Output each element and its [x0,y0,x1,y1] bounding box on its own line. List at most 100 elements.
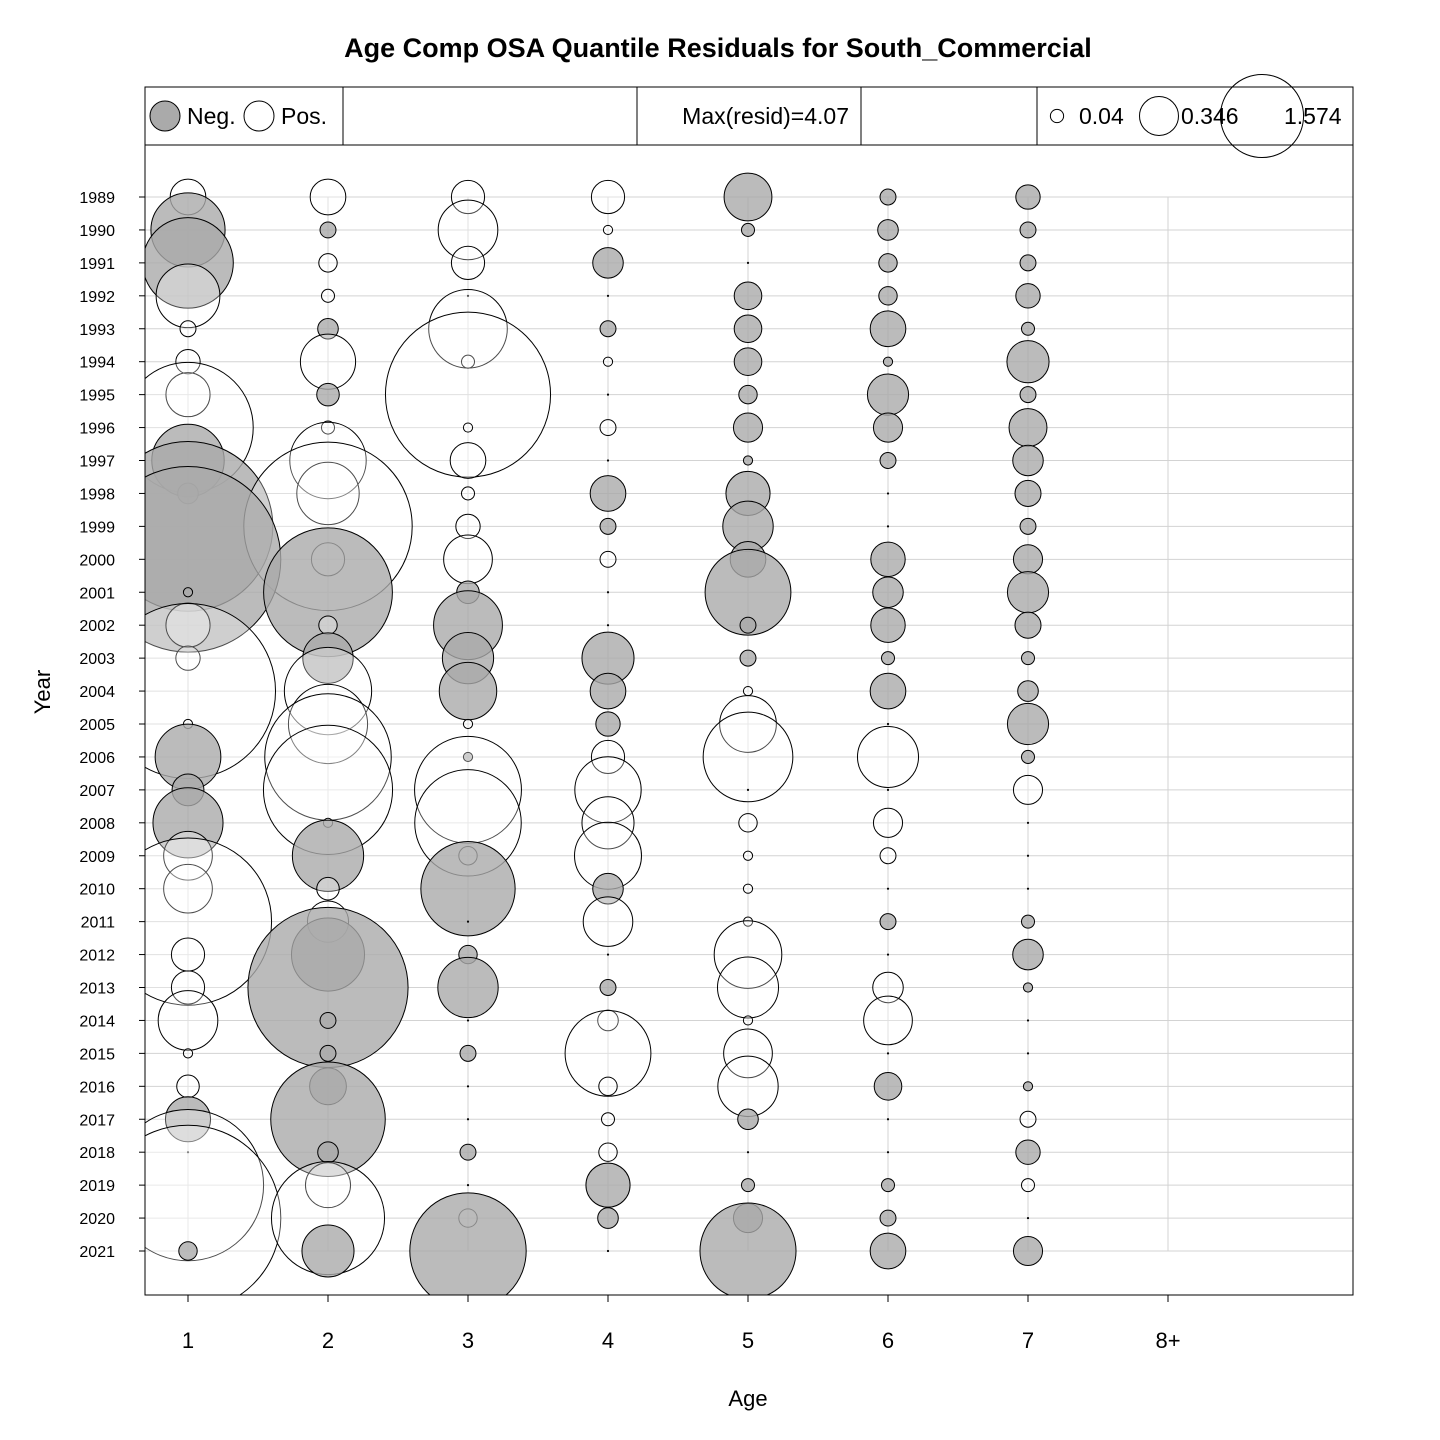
residual-bubble [1014,611,1042,639]
y-tick-label: 2015 [79,1046,115,1063]
residual-bubble [704,548,792,636]
residual-bubble [886,953,890,956]
residual-bubble [598,1142,618,1162]
residual-bubble [320,420,336,435]
residual-bubble [1015,283,1041,309]
residual-bubble [869,310,907,348]
legend-size-swatch [1139,96,1179,136]
residual-bubble [1008,408,1048,448]
residual-bubble [574,756,642,824]
residual-bubble [287,683,369,765]
y-tick-label: 2001 [79,585,115,602]
residual-bubble [462,718,474,730]
residual-bubble [882,356,894,367]
residual-bubble [319,1011,337,1029]
residual-bubble [318,615,338,635]
residual-bubble [302,632,354,684]
x-tick-label: 5 [742,1328,754,1353]
residual-bubble [606,624,610,627]
residual-bubble [291,819,365,892]
residual-bubble [1020,914,1036,929]
residual-bubble [466,1118,470,1121]
residual-bubble [599,550,617,568]
residual-bubble [606,294,610,297]
residual-bubble [742,1015,754,1026]
legend-size-swatch [1049,108,1065,124]
residual-bubble [869,1232,907,1270]
residual-bubble [164,1096,212,1143]
residual-bubble [746,261,750,264]
residual-bubble [742,916,754,927]
y-tick-label: 2017 [79,1112,115,1129]
chart-title: Age Comp OSA Quantile Residuals for Sout… [344,33,1092,63]
residual-bubble [466,1184,470,1187]
residual-bubble [462,422,474,433]
y-tick-label: 2007 [79,783,115,800]
residual-bubble [737,1108,759,1131]
y-tick-label: 2020 [79,1211,115,1228]
residual-bubble [289,421,367,500]
residual-bubble [702,711,794,803]
residual-bubble [886,1151,890,1154]
residual-bubble [1006,702,1050,746]
residual-bubble [879,188,897,206]
residual-bubble [460,354,476,369]
residual-bubble [320,288,336,303]
residual-bubble [316,876,340,901]
y-tick-label: 2004 [79,684,115,701]
residual-bubble [317,317,339,340]
residual-bubble [599,419,617,437]
residual-bubble [384,311,552,478]
residual-bubble [598,1076,618,1097]
residual-bubble [163,863,213,914]
residual-bubble [723,1028,773,1079]
residual-bubble [886,887,890,890]
legend: Neg. Pos. Max(resid)=4.07 0.04 0.346 1.574 [144,73,1354,159]
residual-bubble [597,1207,619,1229]
residual-bubble [437,956,499,1019]
residual-bubble [438,661,498,721]
residual-bubble [1014,479,1042,507]
residual-bubble [299,333,357,390]
residual-bubble [319,221,337,239]
residual-bubble [1026,1216,1030,1220]
residual-bubble [145,1109,265,1262]
residual-bubble [318,253,338,273]
y-tick-label: 2000 [79,552,115,569]
residual-bubble [879,452,897,469]
residual-bubble [880,651,896,666]
residual-bubble [165,372,211,418]
residual-bubble [740,222,756,237]
y-tick-label: 1992 [79,289,115,306]
residual-bubble [866,373,910,416]
residual-bubble [746,1151,750,1154]
residual-bubble [1015,184,1041,210]
residual-bubble [870,607,906,643]
residual-bubble [316,382,340,407]
residual-bubble [182,587,194,598]
residual-bubble [742,685,754,697]
x-axis-label: Age [728,1386,767,1411]
residual-bubble [178,1241,198,1261]
legend-size-swatch [1219,73,1305,159]
residual-bubble [886,788,890,791]
residual-bubble [1019,386,1037,404]
residual-bubble [582,896,634,947]
residual-bubble [1012,938,1044,971]
x-tick-label: 1 [182,1328,194,1353]
residual-bubble [466,920,470,923]
y-tick-label: 1997 [79,454,115,471]
residual-bubble [1012,444,1044,477]
residual-bubble [581,796,635,850]
residual-bubble [606,953,610,956]
residual-bubble [738,813,758,833]
legend-pos-swatch [243,100,275,132]
residual-bubble [585,1162,631,1208]
residual-bubble [170,937,206,972]
residual-bubble [732,412,764,443]
y-axis-label: Year [30,670,55,714]
residual-bubble [589,672,627,710]
residual-bubble [157,990,219,1051]
y-tick-label: 2012 [79,948,115,965]
residual-bubble [1012,1235,1044,1267]
